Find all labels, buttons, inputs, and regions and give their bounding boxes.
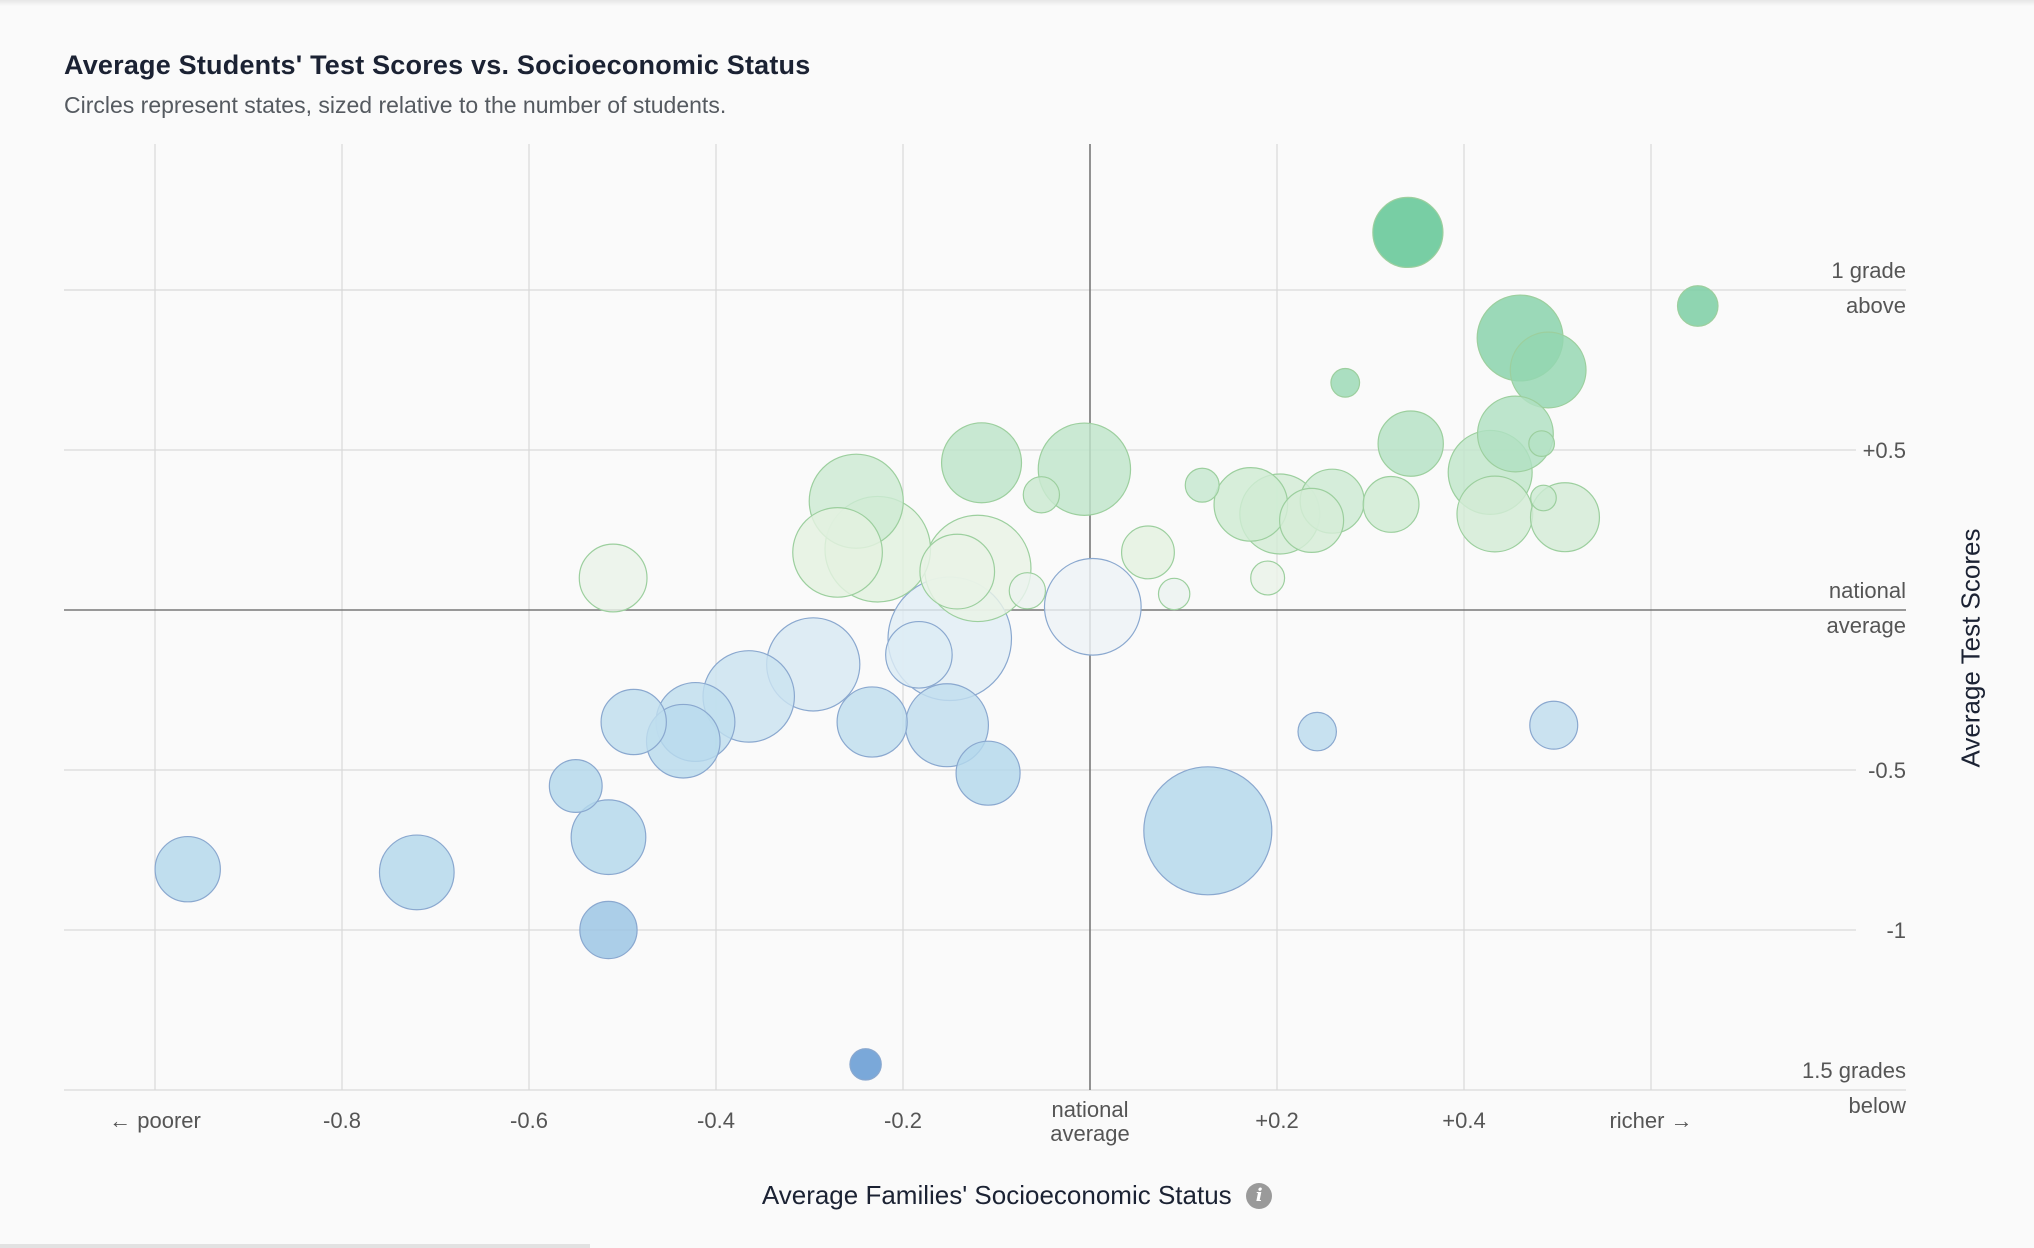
data-point xyxy=(1213,467,1289,542)
data-point xyxy=(1676,285,1719,327)
data-point xyxy=(849,1048,882,1081)
top-shadow xyxy=(0,0,2034,6)
data-point xyxy=(578,543,648,613)
data-point xyxy=(836,686,908,758)
data-point xyxy=(1278,487,1345,554)
data-point xyxy=(579,900,638,960)
tick-labels: ← poorer -0.8 -0.6 -0.4 -0.2 +0.2 +0.4 richer →… xyxy=(109,258,1908,1146)
data-point xyxy=(1530,484,1557,512)
x-tick-label: -0.8 xyxy=(323,1108,361,1133)
data-point xyxy=(1043,557,1142,656)
data-point xyxy=(548,759,603,813)
data-point xyxy=(885,620,953,689)
data-point xyxy=(792,507,883,598)
x-tick-label: +0.4 xyxy=(1442,1108,1485,1133)
data-point xyxy=(1037,422,1132,516)
data-point xyxy=(955,740,1021,806)
bottom-divider xyxy=(0,1244,590,1248)
data-point xyxy=(1250,560,1286,596)
data-point xyxy=(1330,367,1361,398)
data-point xyxy=(600,688,667,756)
data-point xyxy=(570,799,647,876)
data-point xyxy=(1528,430,1556,458)
y-tick-label-bg xyxy=(1856,756,1908,782)
y-axis-title: Average Test Scores xyxy=(1955,528,1986,768)
data-point xyxy=(1372,196,1444,269)
x-axis-title-wrap: Average Families' Socioeconomic Status i xyxy=(0,1180,2034,1211)
data-point xyxy=(1509,331,1587,409)
y-tick-label: 1 grade xyxy=(1831,258,1906,283)
data-point xyxy=(940,422,1023,504)
x-tick-label: -0.6 xyxy=(510,1108,548,1133)
data-point xyxy=(1143,766,1273,896)
x-tick-label-average: average xyxy=(1050,1121,1130,1146)
data-points xyxy=(154,196,1719,1081)
x-axis-title: Average Families' Socioeconomic Status xyxy=(761,1180,1232,1210)
x-tick-label: -0.4 xyxy=(697,1108,735,1133)
data-point xyxy=(1362,475,1420,533)
y-tick-label: -1 xyxy=(1886,918,1906,943)
chart-subtitle: Circles represent states, sized relative… xyxy=(64,92,727,118)
y-tick-label-bg xyxy=(1856,916,1908,942)
data-point xyxy=(154,835,221,903)
y-tick-label: above xyxy=(1846,293,1906,318)
y-tick-label: 1.5 grades xyxy=(1802,1058,1906,1083)
data-point xyxy=(919,533,996,610)
chart-title: Average Students' Test Scores vs. Socioe… xyxy=(64,50,811,80)
data-point xyxy=(1120,525,1175,580)
y-tick-label-bg xyxy=(1856,436,1908,462)
info-icon[interactable]: i xyxy=(1246,1182,1273,1209)
y-tick-label: national xyxy=(1829,578,1906,603)
x-tick-label: +0.2 xyxy=(1255,1108,1298,1133)
data-point xyxy=(1297,711,1338,752)
data-point xyxy=(1456,475,1534,553)
x-tick-label-poorer: ← poorer xyxy=(109,1108,201,1133)
y-tick-label: below xyxy=(1849,1093,1907,1118)
y-tick-label: average xyxy=(1826,613,1906,638)
data-point xyxy=(1529,700,1579,750)
data-point xyxy=(378,834,455,911)
x-tick-label: -0.2 xyxy=(884,1108,922,1133)
data-point xyxy=(1008,572,1047,610)
y-tick-label: +0.5 xyxy=(1863,438,1906,463)
x-tick-label-richer: richer → xyxy=(1609,1108,1692,1133)
data-point xyxy=(1377,410,1444,477)
data-point xyxy=(1022,476,1061,514)
y-tick-label: -0.5 xyxy=(1868,758,1906,783)
data-point xyxy=(1157,577,1191,611)
x-tick-label-national: national xyxy=(1051,1097,1128,1122)
grid-lines xyxy=(64,144,1906,1091)
data-point xyxy=(1184,467,1220,503)
